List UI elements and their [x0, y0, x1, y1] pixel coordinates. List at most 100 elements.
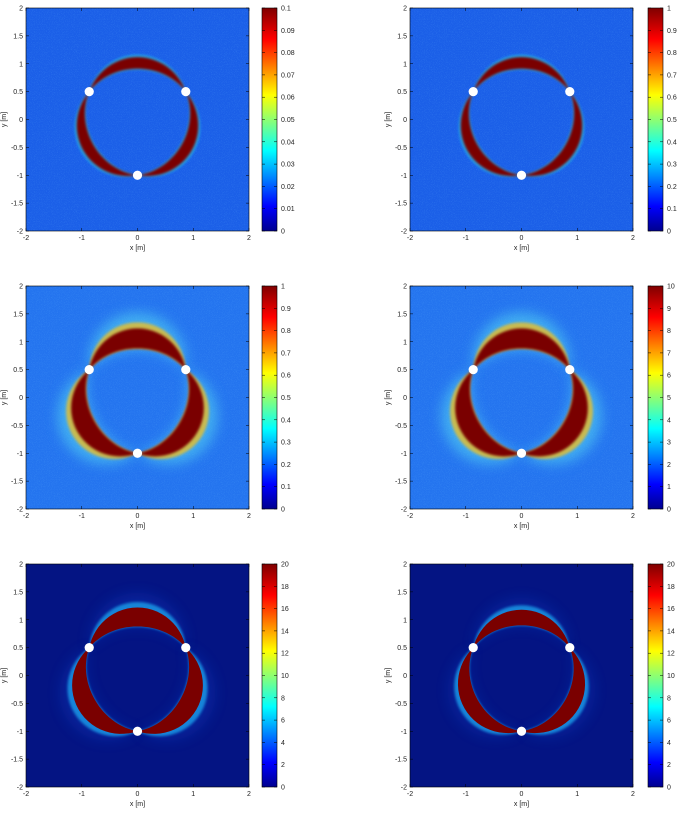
sensor-marker — [468, 643, 478, 653]
band-top — [89, 607, 186, 648]
sensor-marker — [565, 365, 575, 375]
y-tick-label: 0.5 — [13, 367, 23, 374]
y-tick-label: -1.5 — [395, 757, 407, 764]
y-tick-label: -1 — [401, 173, 407, 180]
y-tick-label: -2 — [401, 229, 407, 236]
colorbar-tick-label: 1 — [667, 6, 671, 13]
colorbar-tick-label: 12 — [667, 651, 675, 658]
colorbar-tick-label: 0.2 — [281, 462, 291, 469]
y-tick-label: 1 — [19, 61, 23, 68]
y-axis-label: y [m] — [385, 390, 392, 405]
colorbar-tick-label: 7 — [667, 350, 671, 357]
sensor-marker — [132, 170, 143, 180]
sensor-marker — [84, 87, 94, 97]
y-tick-label: 0.5 — [397, 367, 407, 374]
sensor-marker — [84, 643, 94, 653]
colorbar-tick-label: 0.8 — [281, 328, 291, 335]
y-tick-label: 1 — [403, 61, 407, 68]
x-tick-label: 0 — [520, 513, 524, 520]
y-tick-label: 0 — [403, 673, 407, 680]
x-tick-label: -2 — [23, 791, 29, 798]
x-tick-label: 0 — [520, 235, 524, 242]
colorbar-tick-label: 1 — [281, 284, 285, 291]
band-left — [457, 647, 522, 734]
panel-bottom-right: -2 -1 0 1 221.510.50-0.5-1-1.5-2x [m]y [m]20… — [385, 562, 675, 809]
colorbar-tick-label: 14 — [281, 628, 289, 635]
sensor-marker — [132, 448, 143, 458]
y-tick-label: 0.5 — [397, 89, 407, 96]
sensor-marker — [181, 643, 191, 653]
x-tick-label: -2 — [23, 235, 29, 242]
x-axis-label: x [m] — [514, 245, 529, 252]
x-tick-label: 2 — [247, 791, 251, 798]
noise-texture — [410, 8, 633, 231]
colorbar-tick-label: 0.1 — [667, 206, 677, 213]
panel-bottom-left: -2 -1 0 1 221.510.50-0.5-1-1.5-2x [m]y [m]20… — [1, 562, 289, 809]
colorbar-tick-label: 0.03 — [281, 162, 295, 169]
x-tick-label: 1 — [191, 513, 195, 520]
y-tick-label: -1.5 — [11, 757, 23, 764]
colorbar-tick-label: 8 — [667, 695, 671, 702]
x-tick-label: -2 — [407, 235, 413, 242]
sensor-marker — [565, 643, 575, 653]
colorbar-tick-label: 1 — [667, 484, 671, 491]
colorbar-tick-label: 10 — [281, 673, 289, 680]
band-right — [137, 647, 203, 734]
y-tick-label: 2 — [19, 6, 23, 13]
x-tick-label: -1 — [79, 513, 85, 520]
colorbar-tick-label: 0.05 — [281, 117, 295, 124]
colorbar-tick-label: 5 — [667, 395, 671, 402]
y-tick-label: 1 — [19, 339, 23, 346]
x-tick-label: 1 — [191, 791, 195, 798]
colorbar-tick-label: 0.01 — [281, 206, 295, 213]
colorbar-tick-label: 0 — [281, 507, 285, 514]
y-tick-label: -0.5 — [11, 145, 23, 152]
colorbar-tick-label: 0.09 — [281, 28, 295, 35]
band-top — [89, 57, 186, 92]
y-tick-label: -2 — [17, 785, 23, 792]
colorbar-tick-label: 0.3 — [667, 162, 677, 169]
colorbar-tick-label: 20 — [281, 562, 289, 569]
colorbar-tick-label: 8 — [667, 328, 671, 335]
x-tick-label: -2 — [23, 513, 29, 520]
panel-middle-left: -2 -1 0 1 2 2 1.5 1 0.5 0 -0.5 -1 -1.5 -2 x [m] y [m] 1 0… — [1, 284, 291, 531]
colorbar-tick-label: 8 — [281, 695, 285, 702]
y-tick-label: 1 — [403, 617, 407, 624]
colorbar-tick-label: 9 — [667, 306, 671, 313]
band-left — [460, 91, 522, 177]
y-tick-label: 0 — [19, 117, 23, 124]
x-tick-label: 2 — [247, 235, 251, 242]
band-left — [71, 369, 138, 457]
sensor-marker — [516, 170, 527, 180]
y-tick-label: -0.5 — [395, 145, 407, 152]
heatmap-area — [410, 564, 633, 787]
x-tick-label: 2 — [631, 513, 635, 520]
y-tick-label: 1.5 — [397, 33, 407, 40]
panel-top-right: -2 -1 0 1 2 2 1.5 1 0.5 0 -0.5 -1 -1.5 -2 x [m] y [m] 1 0… — [385, 6, 677, 253]
sensor-marker — [181, 365, 191, 375]
y-tick-label: 1.5 — [13, 589, 23, 596]
x-tick-label: -1 — [463, 513, 469, 520]
y-tick-label: 1.5 — [13, 311, 23, 318]
x-tick-label: -1 — [79, 791, 85, 798]
y-axis-label: y [m] — [385, 668, 392, 683]
y-axis-label: y [m] — [1, 668, 8, 683]
y-tick-label: 1.5 — [397, 589, 407, 596]
x-tick-label: -2 — [407, 513, 413, 520]
y-tick-label: -2 — [401, 785, 407, 792]
band-left — [72, 647, 138, 734]
y-tick-label: 2 — [19, 562, 23, 569]
y-axis-label: y [m] — [1, 112, 8, 127]
sensor-marker — [181, 87, 191, 97]
colorbar-tick-label: 4 — [667, 417, 671, 424]
colorbar-tick-label: 0.07 — [281, 72, 295, 79]
y-tick-label: -1 — [17, 729, 23, 736]
x-tick-label: -1 — [463, 791, 469, 798]
y-tick-label: 2 — [403, 562, 407, 569]
y-tick-label: 1.5 — [397, 311, 407, 318]
y-tick-label: 0 — [19, 395, 23, 402]
x-tick-label: 1 — [191, 235, 195, 242]
sensor-marker — [516, 448, 527, 458]
